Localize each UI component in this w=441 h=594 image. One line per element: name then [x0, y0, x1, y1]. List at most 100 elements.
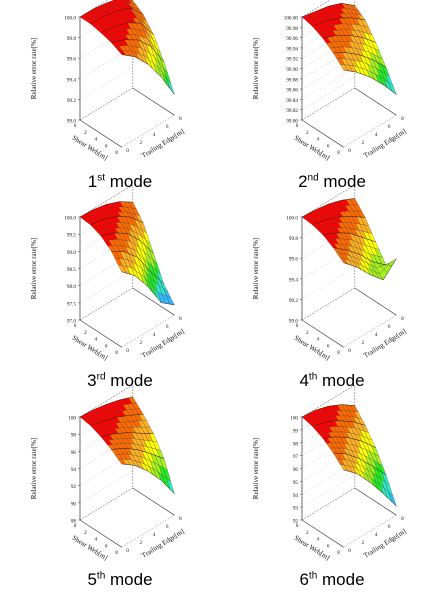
mesh-line: [343, 258, 397, 281]
mesh-line: [79, 396, 133, 418]
x-tick-label: 4: [95, 337, 98, 343]
grid-line: [301, 267, 355, 300]
x-tick-label: 2: [84, 330, 87, 336]
mesh-line: [100, 232, 154, 254]
mesh-line: [333, 452, 387, 476]
grid-line: [79, 67, 133, 100]
caption-suffix: rd: [96, 371, 106, 383]
x-tick-label: 2: [84, 530, 87, 536]
caption-word: mode: [322, 371, 365, 390]
surface-plot-mode-6: 100 99 98 97 96 95 94 93 92 Relative error rate[%…: [252, 384, 408, 562]
y-tick-label: 8: [179, 116, 182, 122]
x-tick-label: 4: [317, 337, 320, 343]
x-tick-label: 2: [306, 530, 309, 536]
floor-edge: [121, 514, 175, 548]
z-axis-label: Relative error rate[%]: [30, 438, 38, 499]
caption-suffix: th: [96, 570, 106, 582]
mesh-line: [111, 250, 165, 285]
y-tick-label: 0: [126, 148, 129, 154]
y-tick-label: 4: [153, 132, 156, 138]
y-tick-label: 4: [153, 332, 156, 338]
z-tick-label: 99.84: [286, 98, 298, 104]
x-axis-label: Shear Web[m]: [293, 134, 331, 162]
y-tick-label: 8: [401, 116, 404, 122]
mesh-line: [121, 463, 175, 494]
z-axis-label: Relative error rate[%]: [30, 38, 38, 99]
grid-line: [79, 470, 133, 504]
y-tick-label: 8: [179, 516, 182, 522]
x-tick-label: 8: [115, 350, 118, 356]
mesh-line: [79, 201, 133, 218]
x-tick-label: 0: [74, 523, 77, 529]
x-tick-label: 0: [74, 123, 77, 129]
z-tick-label: 99.4: [67, 77, 76, 83]
z-axis-label: Relative error rate[%]: [30, 238, 38, 299]
z-tick-label: 93: [293, 506, 299, 512]
z-tick-label: 94: [293, 493, 299, 499]
z-axis-label: Relative error rate[%]: [252, 438, 260, 499]
mesh-line: [111, 448, 165, 459]
z-tick-label: 99.6: [67, 57, 76, 63]
x-tick-label: 8: [337, 150, 340, 156]
mesh-line: [343, 469, 397, 507]
z-tick-label: 100.00: [284, 16, 299, 22]
z-tick-label: 90: [71, 501, 77, 507]
mesh-line: [312, 17, 366, 27]
grid-line: [301, 87, 355, 121]
y-axis-line: [132, 487, 175, 516]
x-axis-line: [79, 519, 122, 548]
z-tick-label: 99: [293, 428, 299, 434]
floor-edge: [343, 514, 397, 548]
mesh-line: [100, 432, 154, 437]
x-tick-label: 0: [74, 323, 77, 329]
y-tick-label: 6: [166, 324, 169, 330]
mesh-line: [322, 232, 376, 243]
surface-patch: [166, 78, 175, 95]
x-axis-line: [79, 319, 122, 348]
grid-line: [79, 384, 133, 418]
z-tick-label: 99.80: [286, 119, 298, 125]
y-tick-label: 6: [388, 524, 391, 530]
x-tick-label: 4: [317, 137, 320, 143]
z-tick-label: 96: [293, 467, 299, 473]
grid-line: [79, 0, 109, 18]
z-tick-label: 100.0: [286, 216, 298, 222]
x-axis-label: Shear Web[m]: [71, 334, 109, 362]
z-tick-label: 99.2: [289, 298, 298, 304]
z-tick-label: 99.8: [67, 36, 76, 42]
y-tick-label: 8: [401, 316, 404, 322]
mesh-line: [79, 0, 133, 18]
surface-plot-mode-2: 100.00 99.98 99.96 99.94 99.92 99.90 99.88 99.8…: [252, 0, 408, 162]
x-tick-label: 6: [327, 143, 330, 149]
caption-word: mode: [110, 371, 153, 390]
z-tick-label: 97: [293, 454, 299, 460]
y-tick-label: 8: [179, 316, 182, 322]
caption-number: 4: [299, 371, 309, 390]
y-axis-label: Trailing Edge[m]: [362, 527, 407, 560]
z-tick-label: 98.0: [67, 284, 76, 290]
y-tick-label: 6: [388, 124, 391, 130]
mesh-line: [111, 39, 165, 63]
caption-word: mode: [110, 570, 153, 589]
x-axis-line: [301, 519, 344, 548]
z-tick-label: 99.5: [67, 233, 76, 239]
z-tick-label: 100.0: [64, 216, 76, 222]
x-axis-label: Shear Web[m]: [71, 134, 109, 162]
z-tick-label: 99.0: [67, 250, 76, 256]
y-tick-label: 0: [348, 548, 351, 554]
x-axis-label: Shear Web[m]: [293, 334, 331, 362]
z-tick-label: 99.2: [67, 98, 76, 104]
mesh-line: [322, 34, 376, 43]
x-axis-line: [79, 119, 122, 148]
x-tick-label: 2: [84, 130, 87, 136]
floor-edge: [121, 314, 175, 348]
z-tick-label: 94: [71, 467, 77, 473]
caption-mode-4: 4th mode: [222, 371, 441, 391]
z-tick-label: 88: [71, 519, 77, 525]
y-tick-label: 2: [362, 140, 365, 146]
grid-line: [301, 474, 355, 508]
caption-word: mode: [109, 172, 153, 191]
z-tick-label: 99.90: [286, 67, 298, 73]
mesh-line: [312, 216, 366, 226]
mesh-line: [333, 52, 387, 68]
